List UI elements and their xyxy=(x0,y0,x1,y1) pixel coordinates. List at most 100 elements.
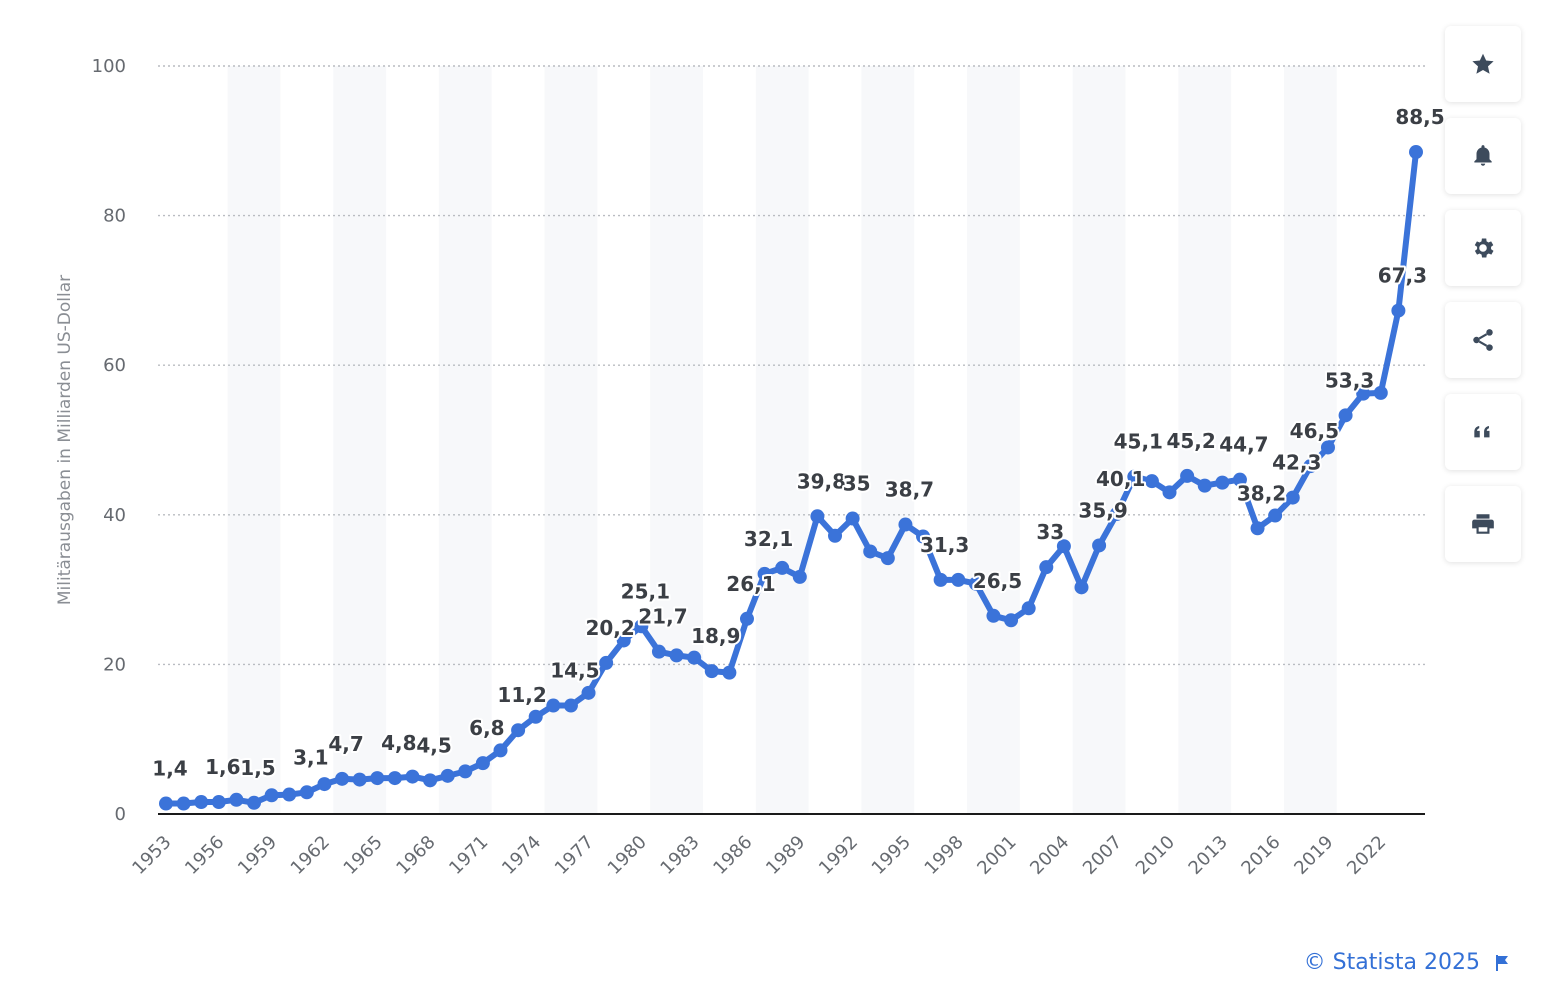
data-point[interactable] xyxy=(1409,145,1423,160)
data-point[interactable] xyxy=(757,566,772,581)
data-point[interactable] xyxy=(968,576,983,591)
data-point[interactable] xyxy=(1162,485,1177,500)
data-point[interactable] xyxy=(863,544,878,559)
data-label: 26,1 xyxy=(726,572,775,596)
data-point[interactable] xyxy=(581,685,596,700)
data-point[interactable] xyxy=(1391,303,1406,318)
cite-button[interactable] xyxy=(1445,394,1521,470)
background-bands xyxy=(227,66,1337,814)
data-point[interactable] xyxy=(599,655,614,670)
data-point[interactable] xyxy=(1338,408,1353,423)
data-point[interactable] xyxy=(317,777,332,792)
data-point[interactable] xyxy=(1039,560,1054,575)
favorite-button[interactable] xyxy=(1445,26,1521,102)
data-point[interactable] xyxy=(528,709,543,724)
data-point[interactable] xyxy=(634,619,649,634)
data-point[interactable] xyxy=(1109,507,1124,522)
data-point[interactable] xyxy=(1215,475,1230,490)
y-tick-label: 40 xyxy=(103,505,126,526)
data-point[interactable] xyxy=(264,788,279,803)
notification-button[interactable] xyxy=(1445,118,1521,194)
share-button[interactable] xyxy=(1445,302,1521,378)
data-point[interactable] xyxy=(1180,468,1195,483)
data-label: 4,8 xyxy=(381,731,416,755)
data-point[interactable] xyxy=(792,569,807,584)
data-point[interactable] xyxy=(493,743,508,758)
data-point[interactable] xyxy=(933,572,948,587)
data-label: 26,5 xyxy=(973,569,1022,593)
data-point[interactable] xyxy=(247,795,262,810)
data-label: 31,3 xyxy=(920,533,969,557)
data-point[interactable] xyxy=(176,796,191,811)
data-label: 11,2 xyxy=(497,683,546,707)
data-point[interactable] xyxy=(1250,521,1265,536)
data-point[interactable] xyxy=(299,785,314,800)
data-label: 35,9 xyxy=(1078,498,1127,522)
settings-button[interactable] xyxy=(1445,210,1521,286)
data-point[interactable] xyxy=(916,529,931,544)
data-point[interactable] xyxy=(546,698,561,713)
data-point[interactable] xyxy=(880,551,895,566)
data-point[interactable] xyxy=(352,772,367,787)
data-point[interactable] xyxy=(739,611,754,626)
x-tick-label: 1989 xyxy=(762,832,809,879)
y-axis-ticks: 0 20 40 60 80 100 xyxy=(92,56,126,825)
data-label: 44,7 xyxy=(1219,433,1268,457)
data-point[interactable] xyxy=(616,633,631,648)
print-button[interactable] xyxy=(1445,486,1521,562)
data-point[interactable] xyxy=(986,608,1001,623)
data-point[interactable] xyxy=(475,756,490,771)
data-point[interactable] xyxy=(282,787,297,802)
data-point[interactable] xyxy=(335,771,350,786)
data-point[interactable] xyxy=(810,509,825,524)
data-point[interactable] xyxy=(845,511,860,526)
data-point[interactable] xyxy=(440,768,455,783)
statista-credit: © Statista 2025 xyxy=(1304,950,1510,975)
data-point[interactable] xyxy=(828,528,843,543)
data-point[interactable] xyxy=(951,572,966,587)
data-point[interactable] xyxy=(229,792,244,807)
data-point[interactable] xyxy=(669,648,684,663)
data-point[interactable] xyxy=(1092,538,1107,553)
data-point[interactable] xyxy=(194,795,209,810)
data-point[interactable] xyxy=(1144,474,1159,489)
data-point[interactable] xyxy=(722,665,737,680)
y-tick-label: 20 xyxy=(103,654,126,675)
data-point[interactable] xyxy=(898,517,913,532)
y-tick-label: 100 xyxy=(92,56,126,77)
data-point[interactable] xyxy=(405,769,420,784)
data-point[interactable] xyxy=(458,764,473,779)
data-point[interactable] xyxy=(159,796,173,811)
data-point[interactable] xyxy=(1232,472,1247,487)
data-point[interactable] xyxy=(211,795,226,810)
data-point[interactable] xyxy=(1356,386,1371,401)
quote-icon xyxy=(1474,426,1490,438)
data-point[interactable] xyxy=(1056,539,1071,554)
data-point[interactable] xyxy=(1285,490,1300,505)
data-point[interactable] xyxy=(775,560,790,575)
data-point[interactable] xyxy=(1004,613,1019,628)
data-point[interactable] xyxy=(1127,469,1142,484)
data-point[interactable] xyxy=(511,723,526,738)
data-point[interactable] xyxy=(423,773,438,788)
data-label: 53,3 xyxy=(1325,368,1374,392)
data-point[interactable] xyxy=(651,644,666,659)
data-point[interactable] xyxy=(1197,478,1212,493)
x-tick-label: 2007 xyxy=(1079,832,1126,879)
data-point[interactable] xyxy=(1021,601,1036,616)
data-point[interactable] xyxy=(704,664,719,679)
x-tick-label: 1992 xyxy=(815,832,862,879)
data-point[interactable] xyxy=(370,771,385,786)
data-point[interactable] xyxy=(563,698,578,713)
data-point[interactable] xyxy=(1320,440,1335,455)
data-point[interactable] xyxy=(1373,385,1388,400)
x-tick-label: 1974 xyxy=(498,832,545,879)
data-point[interactable] xyxy=(1268,508,1283,523)
data-point[interactable] xyxy=(1074,580,1089,595)
data-point[interactable] xyxy=(1303,459,1318,474)
data-point[interactable] xyxy=(687,650,702,665)
flag-icon[interactable] xyxy=(1494,954,1510,972)
credit-link[interactable]: © Statista 2025 xyxy=(1303,950,1480,975)
x-tick-label: 1998 xyxy=(921,832,968,879)
data-point[interactable] xyxy=(387,771,402,786)
